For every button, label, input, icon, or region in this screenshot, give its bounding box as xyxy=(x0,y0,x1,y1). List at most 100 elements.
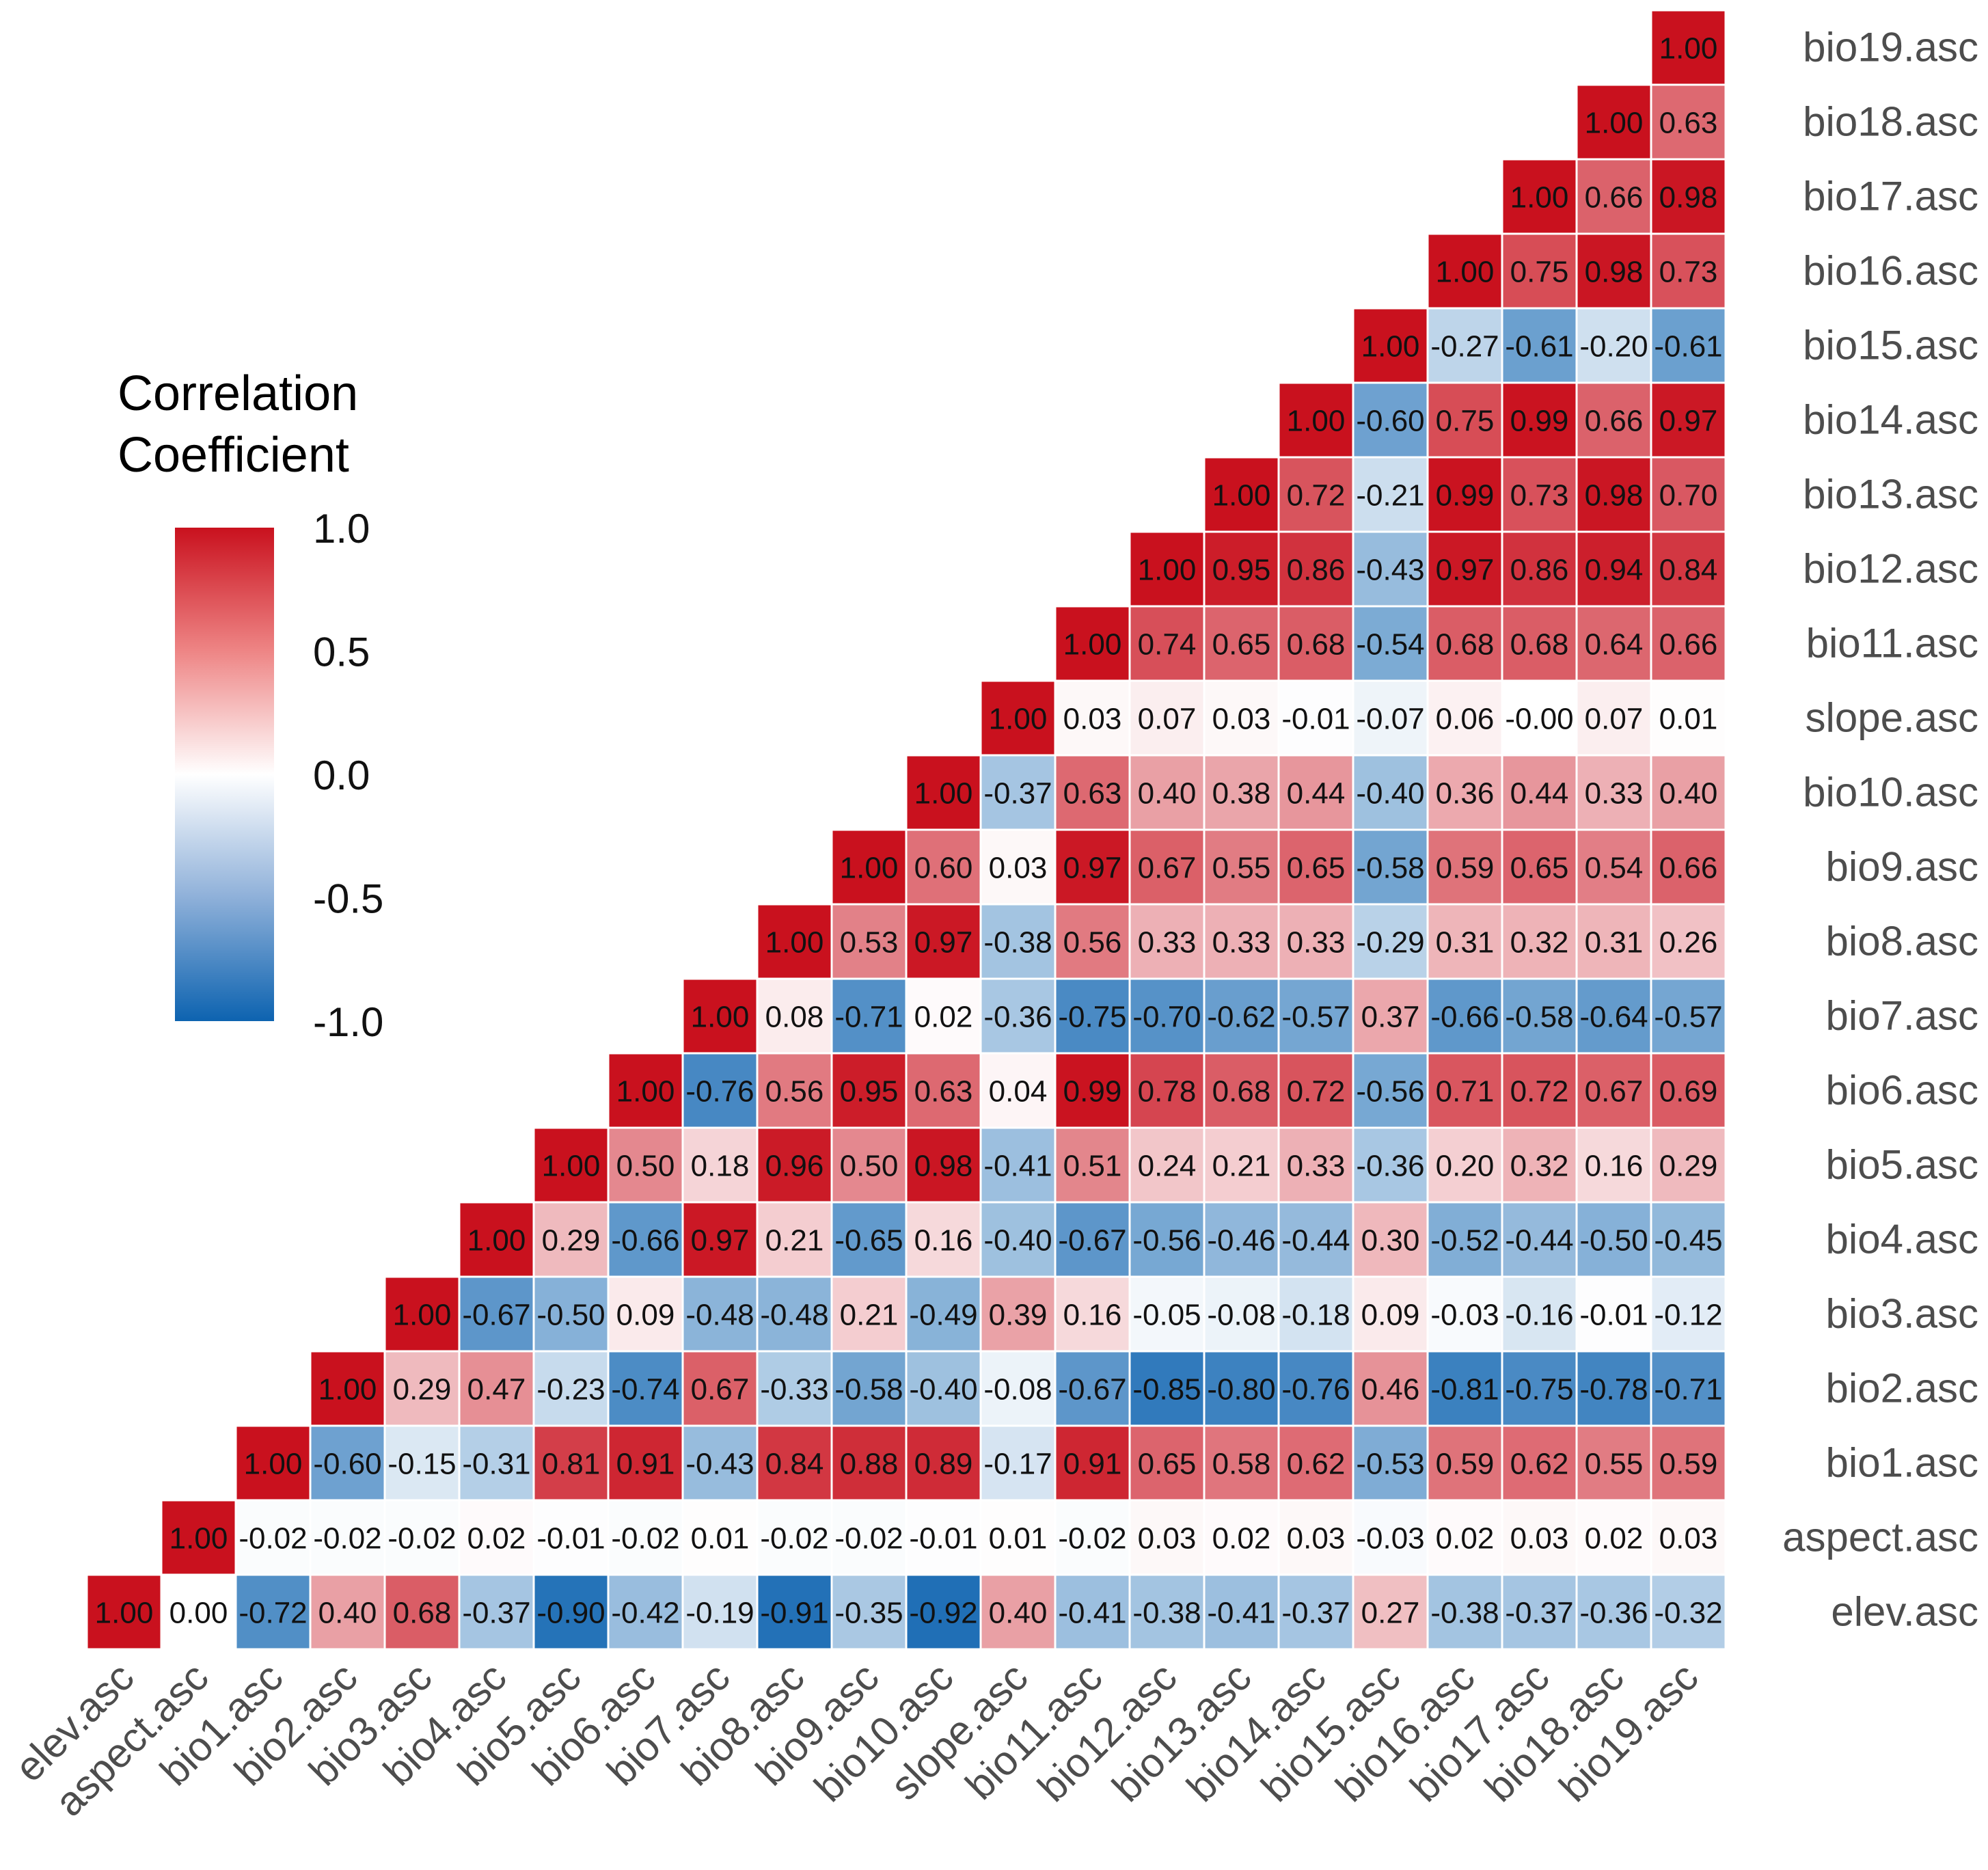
cell-value-label: -0.38 xyxy=(1132,1597,1201,1630)
heatmap-cell xyxy=(1428,1203,1501,1276)
y-axis-label: bio17.asc xyxy=(1803,174,1978,219)
cell-value-label: 0.91 xyxy=(616,1448,675,1481)
cell-value-label: -0.48 xyxy=(685,1299,754,1332)
heatmap-cell xyxy=(609,1128,682,1202)
cell-value-label: -0.38 xyxy=(983,926,1052,960)
heatmap-cell xyxy=(1503,979,1576,1053)
cell-value-label: 0.89 xyxy=(914,1448,973,1481)
heatmap-cell xyxy=(907,1054,980,1127)
heatmap-cell xyxy=(1205,979,1278,1053)
cell-value-label: -0.41 xyxy=(983,1150,1052,1183)
heatmap-cell xyxy=(1652,1054,1725,1127)
cell-value-label: 0.07 xyxy=(1585,703,1644,736)
heatmap-cell xyxy=(981,1054,1054,1127)
heatmap-cell xyxy=(981,1128,1054,1202)
heatmap-cell xyxy=(1130,756,1203,829)
heatmap-cell xyxy=(832,979,906,1053)
cell-value-label: 0.18 xyxy=(691,1150,750,1183)
legend-title-line1: Correlation xyxy=(118,366,358,421)
cell-value-label: 1.00 xyxy=(95,1597,154,1630)
cell-value-label: -0.17 xyxy=(983,1448,1052,1481)
cell-value-label: -0.58 xyxy=(834,1373,903,1407)
heatmap-cell xyxy=(1056,1352,1129,1425)
heatmap-cell xyxy=(981,1203,1054,1276)
heatmap-cell xyxy=(1279,1352,1352,1425)
heatmap-cell xyxy=(1279,1501,1352,1574)
heatmap-cell xyxy=(683,1501,757,1574)
heatmap-cell xyxy=(1428,1352,1501,1425)
heatmap-cell xyxy=(758,1501,831,1574)
cell-value-label: -0.03 xyxy=(1356,1522,1424,1556)
y-axis-label: bio18.asc xyxy=(1803,99,1978,145)
cell-value-label: -0.33 xyxy=(760,1373,828,1407)
heatmap-cell xyxy=(1354,1575,1427,1649)
heatmap-cell xyxy=(385,1575,459,1649)
heatmap-cell xyxy=(1279,756,1352,829)
heatmap-cell xyxy=(1279,383,1352,457)
heatmap-cell xyxy=(758,979,831,1053)
heatmap-cell xyxy=(1577,1575,1650,1649)
cell-value-label: 0.44 xyxy=(1510,777,1569,811)
cell-value-label: -0.08 xyxy=(1207,1299,1275,1332)
cell-value-label: 1.00 xyxy=(765,926,824,960)
y-axis-label: bio5.asc xyxy=(1826,1142,1978,1188)
heatmap-cell xyxy=(311,1575,384,1649)
heatmap-cell xyxy=(1428,607,1501,680)
heatmap-cell xyxy=(758,1203,831,1276)
cell-value-label: 1.00 xyxy=(840,852,899,885)
heatmap-cell xyxy=(981,1352,1054,1425)
cell-value-label: 0.81 xyxy=(542,1448,601,1481)
heatmap-cell xyxy=(1577,532,1650,606)
cell-value-label: -0.90 xyxy=(536,1597,605,1630)
heatmap-cell xyxy=(1503,1352,1576,1425)
cell-value-label: -0.00 xyxy=(1505,703,1573,736)
heatmap-cell xyxy=(1652,1575,1725,1649)
heatmap-cell xyxy=(1056,830,1129,904)
cell-value-label: -0.40 xyxy=(983,1224,1052,1258)
cell-value-label: 0.32 xyxy=(1510,1150,1569,1183)
cell-value-label: -0.75 xyxy=(1058,1001,1126,1034)
cell-value-label: 0.21 xyxy=(765,1224,824,1258)
heatmap-cell xyxy=(1279,607,1352,680)
heatmap-cell xyxy=(907,979,980,1053)
heatmap-cell xyxy=(683,1352,757,1425)
cell-value-label: 0.65 xyxy=(1212,628,1271,662)
heatmap-cell xyxy=(981,1501,1054,1574)
cell-value-label: 0.86 xyxy=(1287,554,1346,587)
heatmap-cell xyxy=(1428,1575,1501,1649)
heatmap-cell xyxy=(981,1277,1054,1351)
cell-value-label: 0.99 xyxy=(1063,1075,1122,1109)
cell-value-label: 0.72 xyxy=(1287,479,1346,513)
cell-value-label: 1.00 xyxy=(1063,628,1122,662)
heatmap-cell xyxy=(1354,532,1427,606)
cell-value-label: 0.26 xyxy=(1659,926,1718,960)
heatmap-cell xyxy=(758,1128,831,1202)
heatmap-cell xyxy=(683,1203,757,1276)
cell-value-label: -0.37 xyxy=(462,1597,530,1630)
cell-value-label: -0.42 xyxy=(611,1597,679,1630)
cell-value-label: 1.00 xyxy=(691,1001,750,1034)
heatmap-cell xyxy=(385,1277,459,1351)
cell-value-label: -0.44 xyxy=(1281,1224,1350,1258)
heatmap-cell xyxy=(1279,1426,1352,1500)
heatmap-cell xyxy=(1354,1352,1427,1425)
heatmap-cell xyxy=(1354,1203,1427,1276)
heatmap-cell xyxy=(1056,979,1129,1053)
cell-value-label: 0.03 xyxy=(989,852,1048,885)
heatmap-cell xyxy=(1354,681,1427,755)
heatmap-cell xyxy=(1503,607,1576,680)
y-axis-label: bio2.asc xyxy=(1826,1366,1978,1411)
cell-value-label: -0.67 xyxy=(1058,1224,1126,1258)
cell-value-label: -0.67 xyxy=(1058,1373,1126,1407)
cell-value-label: 0.33 xyxy=(1287,1150,1346,1183)
heatmap-cell xyxy=(1503,1575,1576,1649)
cell-value-label: 0.00 xyxy=(169,1597,228,1630)
cell-value-label: -0.76 xyxy=(1281,1373,1350,1407)
cell-value-label: -0.92 xyxy=(909,1597,977,1630)
heatmap-cell xyxy=(460,1352,533,1425)
heatmap-cell xyxy=(1652,85,1725,159)
heatmap-cell xyxy=(981,681,1054,755)
legend-tick-label: 0.5 xyxy=(313,629,370,675)
cell-value-label: 0.66 xyxy=(1585,181,1644,215)
cell-value-label: 0.16 xyxy=(1585,1150,1644,1183)
